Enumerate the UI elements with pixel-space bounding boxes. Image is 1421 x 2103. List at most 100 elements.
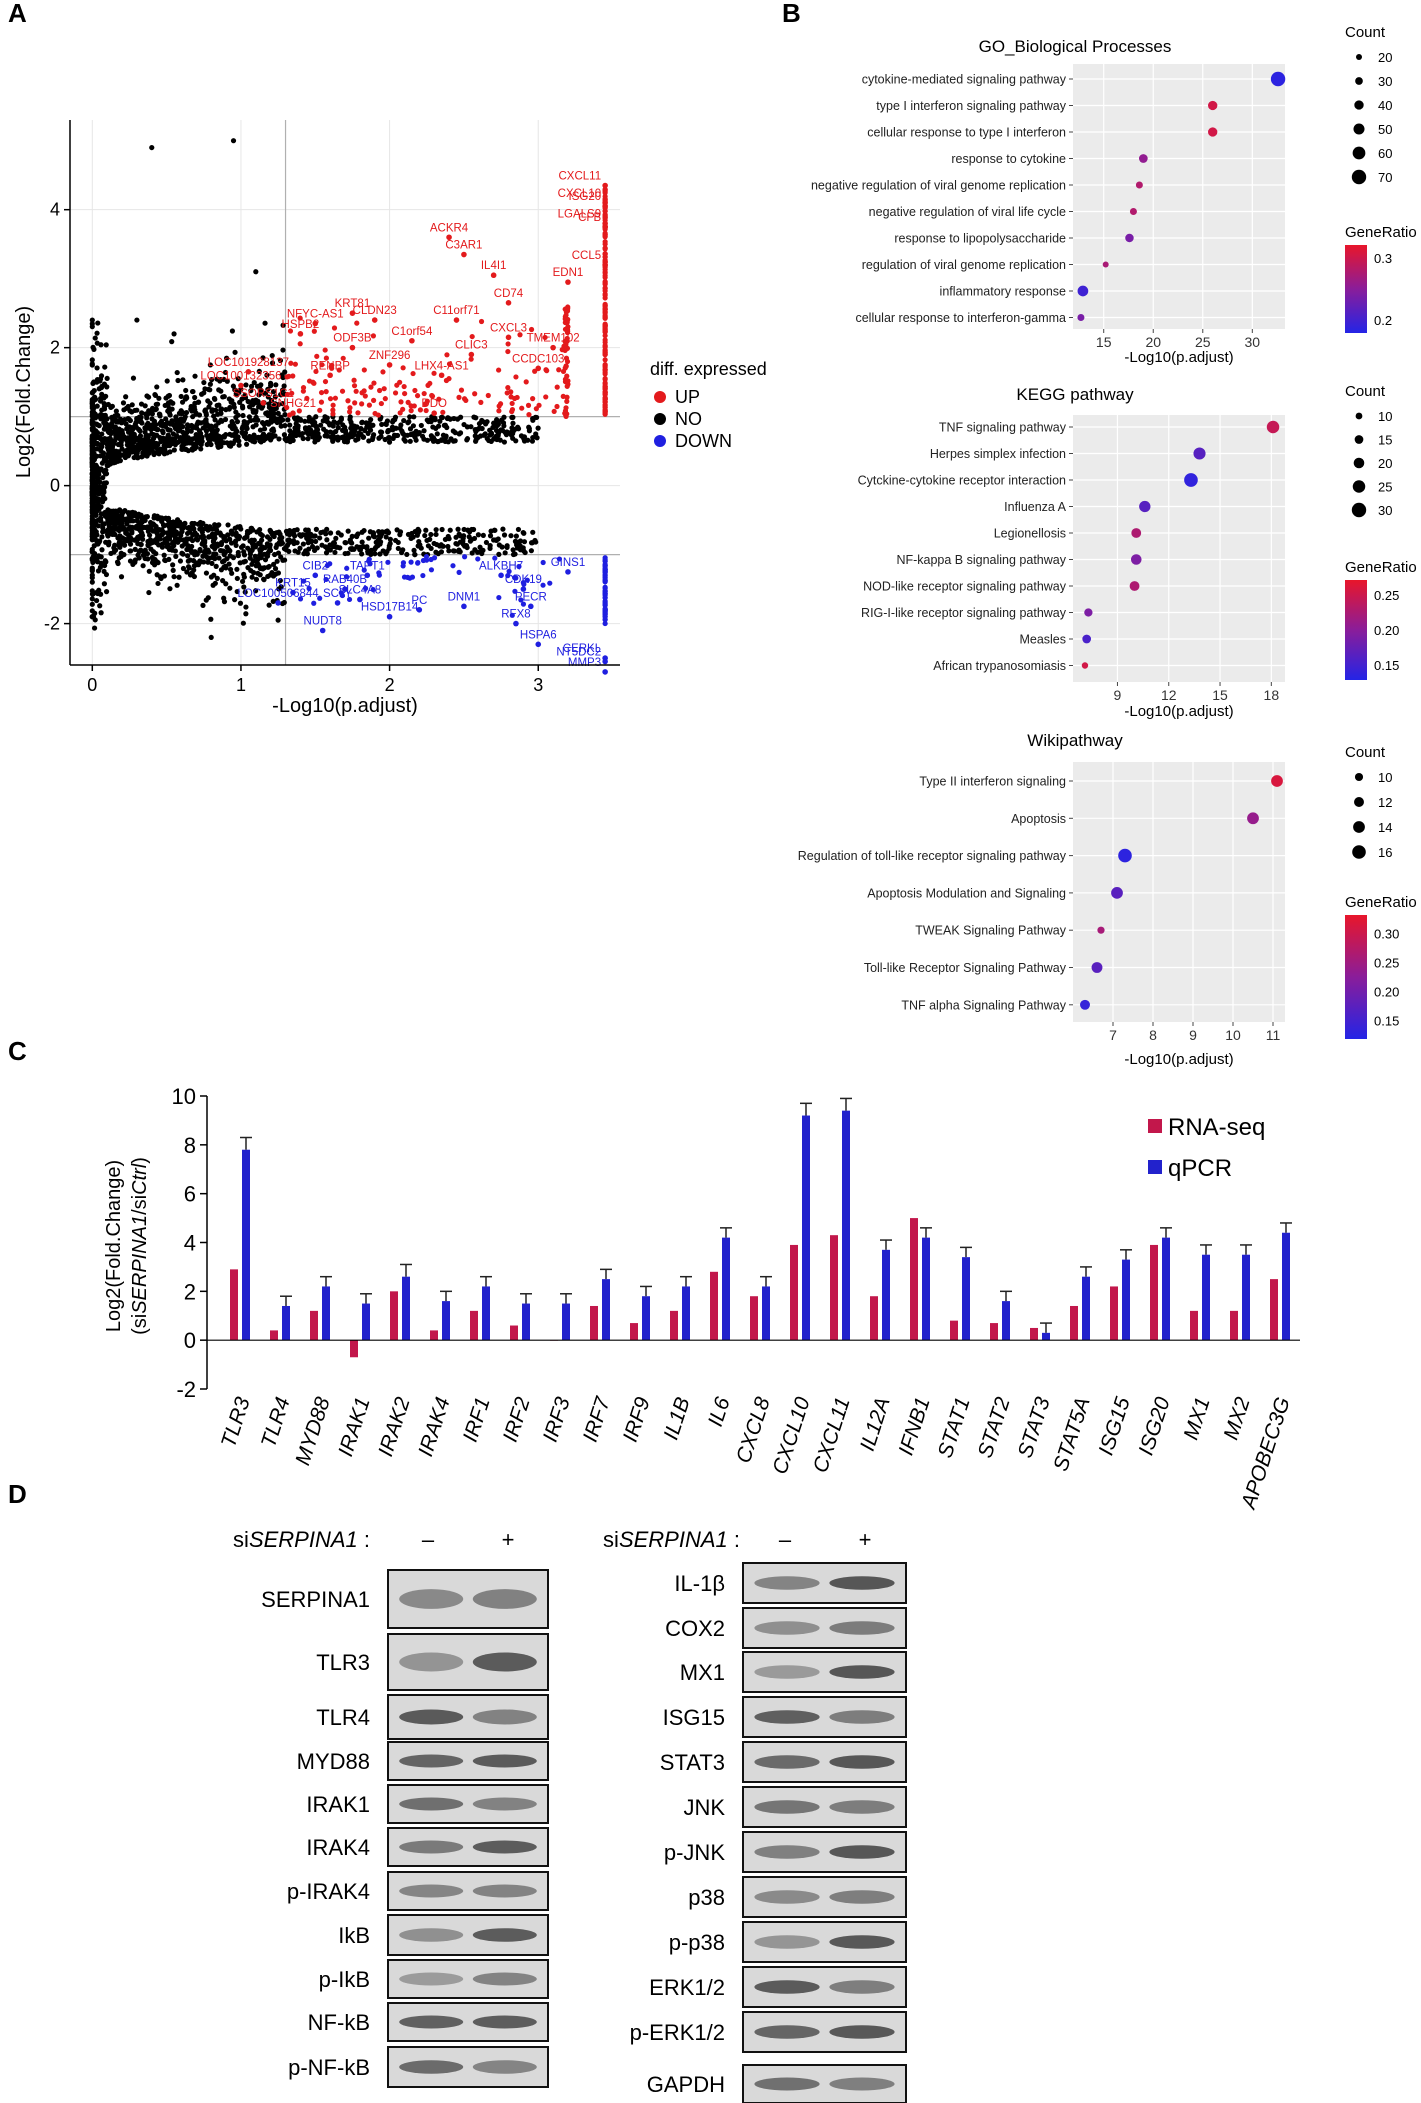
volcano-point-down <box>370 587 376 593</box>
volcano-point-up <box>287 328 294 334</box>
go-dot <box>1077 285 1089 297</box>
volcano-point-no <box>275 410 281 416</box>
go-count-legend-dot <box>1353 123 1365 135</box>
volcano-point-no <box>493 427 500 434</box>
volcano-point-no <box>455 548 461 554</box>
volcano-point-no <box>281 383 287 389</box>
volcano-point-down <box>506 568 512 574</box>
bar-rnaseq <box>1070 1305 1078 1341</box>
volcano-point-no <box>369 436 375 443</box>
volcano-point-no <box>188 422 195 429</box>
volcano-point-no <box>115 412 121 419</box>
volcano-point-no <box>89 556 95 562</box>
volcano-point-no <box>139 530 145 536</box>
right-blot-band <box>754 1621 820 1635</box>
volcano-point-no <box>101 581 107 587</box>
go-term-label: cellular response to type I interferon <box>867 126 1066 140</box>
volcano-point-no <box>447 527 453 533</box>
volcano-point-no <box>265 386 271 392</box>
volcano-point-no <box>256 368 262 375</box>
wiki-dot <box>1080 999 1090 1010</box>
legend-no-marker <box>654 413 666 425</box>
volcano-point-no <box>418 545 424 551</box>
bar-category-label: IRF9 <box>619 1394 655 1445</box>
volcano-point-no <box>235 434 241 441</box>
volcano-point-no <box>287 428 293 434</box>
volcano-point-no <box>416 429 422 436</box>
volcano-point-no <box>149 554 155 561</box>
volcano-point-up <box>505 348 511 355</box>
volcano-point-down <box>290 589 296 596</box>
volcano-point-no <box>252 553 258 559</box>
volcano-point-no <box>242 589 248 595</box>
volcano-point-up <box>602 350 608 356</box>
go-count-legend-dot <box>1351 169 1367 185</box>
bar-rnaseq <box>270 1330 278 1341</box>
volcano-point-no <box>209 431 215 437</box>
volcano-point-no <box>227 553 233 559</box>
volcano-point-no <box>104 531 111 538</box>
volcano-point-no <box>281 432 288 438</box>
bar-category-label: IRAK1 <box>334 1394 375 1459</box>
volcano-point-no <box>241 584 247 590</box>
volcano-point-up <box>554 384 560 390</box>
volcano-point-no <box>250 558 256 564</box>
volcano-gene-label: NFYC-AS1 <box>287 309 344 321</box>
blot-right-minus: – <box>779 1527 792 1552</box>
volcano-point-down <box>528 603 534 610</box>
volcano-point-up <box>602 357 608 363</box>
volcano-point-no <box>433 527 439 533</box>
volcano-point-no <box>118 553 124 559</box>
right-blot-band <box>754 1800 820 1814</box>
volcano-point-no <box>176 410 183 416</box>
bar-category-label: IRF1 <box>459 1394 495 1444</box>
volcano-point-no <box>112 426 118 432</box>
volcano-point-no <box>95 435 101 441</box>
volcano-point-no <box>292 548 298 554</box>
volcano-point-up <box>380 369 386 375</box>
volcano-point-no <box>157 536 163 542</box>
kegg-count-legend-dot <box>1353 457 1365 469</box>
volcano-point-no <box>109 403 115 409</box>
volcano-point-no <box>202 408 208 414</box>
volcano-point-no <box>210 436 216 442</box>
volcano-point-no <box>235 412 241 418</box>
volcano-point-no <box>170 567 176 573</box>
volcano-point-no <box>89 524 95 530</box>
bar-y-tick-label: 8 <box>184 1133 196 1158</box>
volcano-point-no <box>118 439 124 445</box>
right-blot-band <box>829 1755 895 1769</box>
volcano-point-up <box>346 409 353 415</box>
bar-qpcr <box>642 1296 650 1341</box>
volcano-point-no <box>510 551 517 558</box>
volcano-point-down <box>524 577 530 583</box>
bar-qpcr <box>322 1286 330 1341</box>
volcano-gene-label: SLC4A8 <box>338 584 381 596</box>
volcano-gene-label: RFX8 <box>501 609 530 621</box>
left-blot-band <box>399 1754 464 1768</box>
volcano-point-no <box>434 541 440 548</box>
volcano-point-no <box>337 419 343 425</box>
volcano-gene-label: HSPA6 <box>520 629 557 641</box>
volcano-point-no <box>276 436 282 442</box>
volcano-point-no <box>89 435 95 441</box>
volcano-point-no <box>123 394 129 400</box>
go-count-legend-label: 50 <box>1378 122 1392 137</box>
volcano-point-up <box>304 395 310 402</box>
volcano-point-no <box>225 532 231 538</box>
volcano-point-no <box>132 557 138 563</box>
volcano-point-down <box>327 561 333 567</box>
volcano-point-no <box>233 538 239 544</box>
volcano-point-up <box>505 334 512 341</box>
volcano-point-no <box>277 357 284 364</box>
volcano-point-no <box>94 403 100 409</box>
right-blot-label: p38 <box>688 1885 725 1910</box>
volcano-point-no <box>97 603 103 609</box>
volcano-point-down <box>346 596 353 603</box>
volcano-point-up <box>288 360 294 366</box>
volcano-point-no <box>127 558 134 564</box>
bar-qpcr <box>1162 1237 1170 1341</box>
volcano-point-no <box>89 485 95 492</box>
volcano-point-no <box>89 601 95 607</box>
wiki-x-tick-label: 9 <box>1189 1027 1197 1043</box>
